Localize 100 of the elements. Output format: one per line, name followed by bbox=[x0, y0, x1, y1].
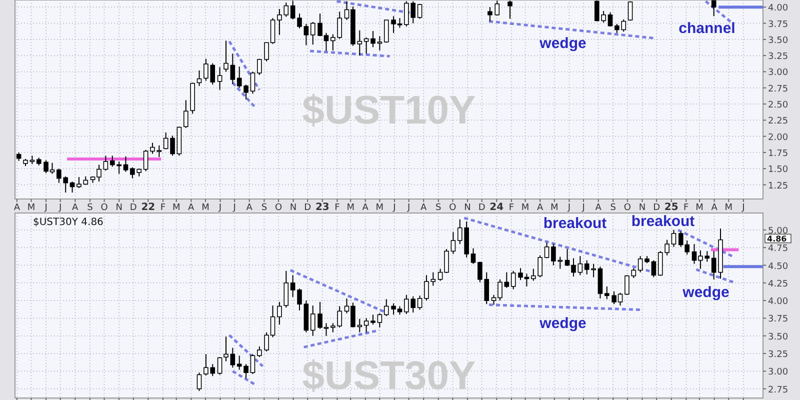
candlestick bbox=[304, 23, 309, 46]
x-tick-label: O bbox=[100, 203, 108, 213]
annotation: breakout bbox=[543, 215, 607, 232]
candlestick bbox=[370, 314, 376, 326]
candlestick bbox=[103, 155, 108, 172]
x-tick-label: D bbox=[478, 203, 486, 213]
candlestick bbox=[277, 301, 282, 326]
y-tick-label: 1.75 bbox=[768, 148, 788, 159]
candlestick bbox=[377, 312, 382, 328]
x-tick-label: S bbox=[261, 203, 268, 213]
candlestick bbox=[651, 260, 656, 278]
x-tick-label: A bbox=[362, 203, 370, 213]
candlestick bbox=[163, 132, 168, 150]
candlestick bbox=[297, 13, 302, 29]
y-tick-label: 3.25 bbox=[768, 350, 788, 360]
x-tick-label: M bbox=[724, 203, 733, 213]
candlestick bbox=[470, 248, 476, 264]
x-tick-label: S bbox=[87, 203, 94, 213]
candlestick bbox=[230, 53, 236, 84]
annotation: breakout bbox=[631, 213, 695, 230]
x-tick-label: J bbox=[406, 203, 410, 213]
x-tick-label: M bbox=[550, 203, 558, 213]
x-tick-label: 24 bbox=[490, 202, 504, 213]
candlestick bbox=[250, 71, 256, 94]
candlestick bbox=[508, 0, 512, 20]
y-tick-label: 3.75 bbox=[768, 314, 788, 325]
candlestick bbox=[224, 40, 228, 72]
candlestick bbox=[310, 21, 316, 46]
annotation: wedge bbox=[682, 284, 730, 301]
x-tick-label: J bbox=[232, 203, 236, 213]
candlestick bbox=[364, 36, 369, 54]
candlestick bbox=[711, 250, 716, 280]
x-tick-label: N bbox=[638, 203, 646, 213]
candlestick bbox=[257, 346, 262, 358]
x-tick-label: J bbox=[58, 203, 62, 213]
x-tick-label: 23 bbox=[315, 202, 330, 213]
candlestick bbox=[284, 270, 289, 308]
x-tick-label: A bbox=[711, 203, 718, 213]
y-tick-label: 3.25 bbox=[768, 52, 788, 62]
y-tick-label: 3.00 bbox=[768, 68, 788, 78]
candlestick bbox=[711, 0, 716, 17]
x-tick-label: J bbox=[741, 203, 745, 213]
x-tick-label: A bbox=[595, 203, 602, 213]
candlestick bbox=[224, 336, 228, 362]
candlestick bbox=[364, 318, 369, 333]
candlestick bbox=[450, 232, 456, 254]
candlestick bbox=[544, 242, 550, 259]
candlestick bbox=[310, 305, 316, 336]
x-tick-label: J bbox=[218, 203, 222, 213]
candlestick bbox=[488, 6, 492, 22]
x-tick-label: D bbox=[130, 203, 137, 213]
x-tick-label: J bbox=[566, 203, 571, 213]
y-tick-label: 3.50 bbox=[768, 332, 788, 342]
candlestick bbox=[510, 270, 516, 290]
candlestick bbox=[217, 356, 222, 376]
x-tick-label: F bbox=[508, 203, 514, 213]
annotation: wedge bbox=[538, 35, 586, 52]
text: 4.86 bbox=[767, 234, 788, 244]
candlestick bbox=[196, 372, 202, 392]
x-tick-label: 25 bbox=[664, 202, 678, 213]
y-tick-label: 1.25 bbox=[768, 181, 788, 192]
candlestick bbox=[430, 272, 436, 286]
candlestick bbox=[370, 30, 376, 48]
x-tick-label: A bbox=[72, 203, 80, 213]
x-tick-label: J bbox=[581, 203, 585, 213]
candlestick bbox=[504, 272, 510, 288]
y-tick-label: 2.50 bbox=[768, 100, 788, 111]
candlestick bbox=[424, 274, 429, 302]
x-tick-label: 22 bbox=[141, 202, 156, 213]
y-tick-label: 2.75 bbox=[768, 385, 788, 396]
candlestick bbox=[170, 135, 175, 156]
candlestick bbox=[297, 288, 302, 311]
x-tick-label: O bbox=[449, 203, 456, 213]
x-tick-label: M bbox=[172, 203, 180, 213]
x-tick-label: F bbox=[334, 203, 340, 213]
x-tick-label: M bbox=[202, 203, 210, 213]
candlestick bbox=[230, 347, 236, 368]
y-tick-label: 5.00 bbox=[768, 226, 788, 236]
y-tick-label: 3.00 bbox=[768, 368, 788, 378]
x-tick-label: A bbox=[536, 203, 544, 213]
candlestick bbox=[217, 66, 222, 90]
candlestick bbox=[638, 256, 643, 273]
candlestick bbox=[70, 181, 75, 194]
candlestick bbox=[417, 295, 422, 310]
x-tick-label: N bbox=[116, 203, 122, 213]
candlestick bbox=[384, 298, 389, 317]
x-tick-label: D bbox=[304, 203, 312, 213]
x-tick-label: A bbox=[14, 203, 21, 213]
candlestick bbox=[417, 3, 422, 20]
candlestick bbox=[704, 250, 710, 262]
candlestick bbox=[377, 36, 382, 51]
candlestick bbox=[384, 20, 389, 44]
x-tick-label: A bbox=[188, 203, 196, 213]
y-tick-label: 4.75 bbox=[768, 244, 788, 254]
x-tick-label: M bbox=[346, 203, 354, 213]
x-tick-label: N bbox=[464, 203, 471, 213]
x-tick-label: A bbox=[420, 203, 428, 213]
candlestick bbox=[156, 144, 162, 158]
candlestick bbox=[196, 70, 202, 86]
candlestick bbox=[123, 156, 128, 172]
